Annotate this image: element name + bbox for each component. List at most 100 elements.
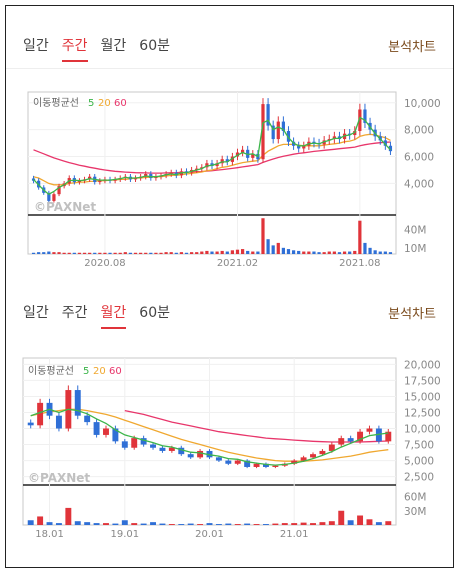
analysis-chart-link-1[interactable]: 분석차트 <box>388 40 436 55</box>
volume-bar <box>307 251 311 254</box>
volume-bar <box>159 252 163 254</box>
volume-bar <box>206 523 213 525</box>
y-tick-label: 2,500 <box>404 472 434 484</box>
candle-body <box>98 180 102 183</box>
ma5-line <box>30 408 389 466</box>
candle-body <box>261 104 265 160</box>
volume-tick-label: 40M <box>404 224 426 236</box>
ma20-line-group <box>30 408 389 462</box>
volume-bar <box>112 523 119 525</box>
tab-60min-1[interactable]: 60분 <box>139 38 170 54</box>
x-tick-label: 21.01 <box>280 529 309 540</box>
ma20-line <box>30 408 389 462</box>
candle-body <box>319 450 326 455</box>
candle-body <box>234 460 241 464</box>
tab-monthly-2[interactable]: 월간 <box>100 300 126 329</box>
candle-body <box>133 178 138 180</box>
volume-bar <box>108 252 112 254</box>
candle-body <box>93 422 100 435</box>
volume-bar <box>366 519 373 525</box>
volume-bar <box>168 524 175 525</box>
volume-bar <box>57 252 61 254</box>
ma5-line <box>33 116 391 195</box>
candle-body <box>338 438 345 445</box>
watermark: ©PAXNet <box>28 471 90 485</box>
volume-bar <box>327 251 331 254</box>
volume-bar <box>220 250 224 254</box>
volume-bar <box>140 523 147 525</box>
volume-bar <box>98 252 102 254</box>
candle-body <box>385 431 392 442</box>
candle-body <box>302 145 306 149</box>
candle-body <box>225 159 229 162</box>
tab-daily-1[interactable]: 일간 <box>23 38 49 54</box>
volume-bar <box>230 250 235 254</box>
volume-bar <box>281 247 285 254</box>
volume-bar <box>235 249 240 254</box>
candle-body <box>272 465 279 467</box>
period-tabs-2: 일간 주간 월간 60분 <box>23 300 183 330</box>
x-tick-label: 2020.08 <box>84 258 125 269</box>
candle-body <box>262 463 269 467</box>
volume-bar <box>225 251 229 254</box>
tab-weekly-1[interactable]: 주간 <box>61 33 88 62</box>
candle-body <box>266 104 270 126</box>
candle-body <box>281 121 285 131</box>
volume-bar <box>363 242 367 254</box>
candle-body <box>328 444 335 451</box>
tab-monthly-1[interactable]: 월간 <box>100 38 127 54</box>
tab-daily-2[interactable]: 일간 <box>23 305 49 321</box>
ma-legend-title: 이동평균선 <box>28 365 74 377</box>
volume-bar <box>244 523 251 525</box>
candle-body <box>358 109 362 131</box>
weekly-candlestick-chart: 10,000 8,000 6,000 4,000 40M 10M 2020.08 2021.… <box>27 91 441 269</box>
tabs-divider-1 <box>6 68 453 69</box>
candle-body <box>187 454 194 458</box>
candle-body <box>121 441 128 448</box>
candle-body <box>310 454 316 458</box>
volume-bar <box>215 251 219 254</box>
candle-body <box>300 457 307 461</box>
candle-body <box>215 163 219 166</box>
volume-bar <box>74 521 81 525</box>
y-tick-label: 6,000 <box>404 152 434 164</box>
candle-body <box>210 163 214 166</box>
candle-body <box>150 444 157 448</box>
volume-bar <box>37 516 44 525</box>
candle-body <box>383 140 387 146</box>
volume-bar <box>113 252 117 254</box>
volume-bar <box>322 252 326 254</box>
tab-weekly-2[interactable]: 주간 <box>61 305 88 321</box>
candle-body <box>312 141 316 144</box>
ma60-line <box>33 141 391 174</box>
y-tick-label: 10,000 <box>404 424 441 436</box>
x-tick-label: 20.01 <box>195 529 224 540</box>
volume-bar <box>200 251 204 254</box>
volume-bar <box>184 252 189 254</box>
volume-bar <box>353 250 357 254</box>
candle-body <box>47 192 51 201</box>
volume-bar <box>256 251 260 254</box>
volume-bar <box>77 252 82 254</box>
candle-body <box>149 174 153 179</box>
volume-bar <box>197 524 204 525</box>
volume-bar <box>375 522 382 525</box>
volume-bar <box>378 251 382 254</box>
analysis-chart-link-2[interactable]: 분석차트 <box>388 307 436 322</box>
volume-bar <box>300 522 307 525</box>
candle-body <box>154 176 158 179</box>
candle-body <box>332 136 336 140</box>
ma60-line-group <box>33 141 391 174</box>
tab-60min-2[interactable]: 60분 <box>139 305 170 321</box>
volume-bar <box>55 523 62 525</box>
volume-bar <box>276 242 280 254</box>
volume-bar <box>271 245 275 254</box>
volume-bar <box>144 252 148 254</box>
volume-bar <box>253 524 260 525</box>
candle-body <box>244 460 251 467</box>
ma20-line-group <box>33 133 391 186</box>
candle-body <box>184 171 189 173</box>
candle-body <box>113 179 117 181</box>
candle-body <box>215 457 222 461</box>
volume-bar <box>210 251 214 254</box>
